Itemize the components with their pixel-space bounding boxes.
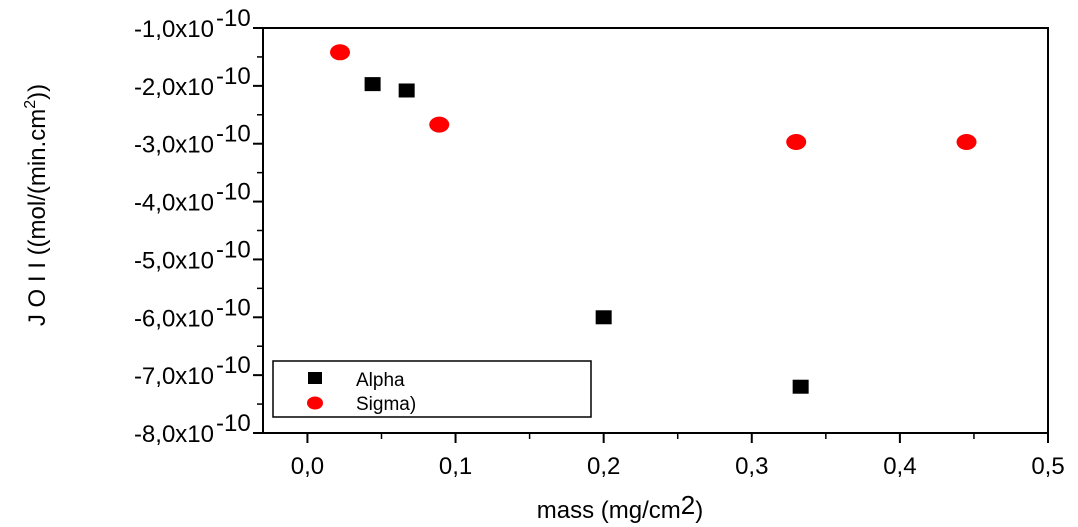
x-tick-label: 0,5 bbox=[1031, 453, 1064, 480]
y-tick-mantissa: -1,0x10 bbox=[134, 16, 214, 43]
y-tick-mantissa: -7,0x10 bbox=[134, 363, 214, 390]
y-tick-mantissa: -3,0x10 bbox=[134, 132, 214, 159]
x-tick-label: 0,2 bbox=[587, 453, 620, 480]
y-tick-label: -1,0x10 bbox=[134, 16, 214, 43]
y-tick-exponent: -10 bbox=[216, 179, 251, 206]
data-points bbox=[330, 44, 977, 394]
legend-label-alpha: Alpha bbox=[356, 370, 405, 391]
y-tick-label: -2,0x10 bbox=[134, 74, 214, 101]
data-point-alpha bbox=[595, 310, 612, 325]
y-axis-title-sup: 2 bbox=[22, 100, 39, 109]
y-axis-ticks: -1,0x10 -10-2,0x10 -10-3,0x10 -10-4,0x10 -10… bbox=[134, 5, 263, 448]
y-tick-exponent: -10 bbox=[216, 352, 251, 379]
x-tick-label: 0,3 bbox=[735, 453, 768, 480]
y-tick-mantissa: -2,0x10 bbox=[134, 74, 214, 101]
y-axis-title-end: )) bbox=[24, 84, 51, 100]
y-tick-mantissa: -6,0x10 bbox=[134, 305, 214, 332]
x-axis-ticks: 0,0 0,1 0,2 0,3 0,4 0,5 bbox=[291, 433, 1065, 480]
y-tick-mantissa: -5,0x10 bbox=[134, 247, 214, 274]
data-point-alpha bbox=[364, 77, 381, 92]
y-tick-exponent: -10 bbox=[216, 5, 251, 32]
y-tick-label: -4,0x10 bbox=[134, 190, 214, 217]
y-tick-label: -8,0x10 bbox=[134, 421, 214, 448]
data-point-sigma bbox=[330, 44, 351, 61]
data-point-sigma bbox=[429, 116, 450, 133]
legend-marker-sigma bbox=[307, 396, 323, 410]
y-tick-label: -6,0x10 bbox=[134, 305, 214, 332]
y-tick-exponent: -10 bbox=[216, 236, 251, 263]
x-axis-title-sup: 2 bbox=[681, 490, 695, 520]
data-point-alpha bbox=[792, 379, 809, 394]
y-tick-mantissa: -4,0x10 bbox=[134, 190, 214, 217]
legend-marker-alpha bbox=[308, 372, 322, 384]
y-tick-mantissa: -8,0x10 bbox=[134, 421, 214, 448]
y-tick-label: -5,0x10 bbox=[134, 247, 214, 274]
data-point-sigma bbox=[786, 133, 807, 150]
x-axis-title-end: ) bbox=[695, 497, 703, 524]
data-point-alpha bbox=[398, 83, 415, 98]
legend: Alpha Sigma) bbox=[272, 360, 592, 418]
y-tick-label: -3,0x10 bbox=[134, 132, 214, 159]
y-tick-label: -7,0x10 bbox=[134, 363, 214, 390]
plot-frame bbox=[262, 27, 1049, 434]
x-axis-title: mass (mg/cm2) bbox=[537, 490, 703, 524]
x-tick-label: 0,4 bbox=[883, 453, 916, 480]
y-tick-exponent: -10 bbox=[216, 410, 251, 437]
data-point-sigma bbox=[956, 133, 977, 150]
y-tick-exponent: -10 bbox=[216, 121, 251, 148]
y-axis-title-main: J O I I ((mol/(min.cm bbox=[24, 109, 51, 326]
x-tick-label: 0,0 bbox=[291, 453, 324, 480]
legend-label-sigma: Sigma) bbox=[356, 394, 416, 415]
y-axis-title: J O I I ((mol/(min.cm2)) bbox=[22, 84, 51, 326]
x-tick-label: 0,1 bbox=[439, 453, 472, 480]
y-tick-exponent: -10 bbox=[216, 294, 251, 321]
legend-box bbox=[272, 360, 592, 418]
y-tick-exponent: -10 bbox=[216, 63, 251, 90]
x-axis-title-main: mass (mg/cm bbox=[537, 497, 681, 524]
